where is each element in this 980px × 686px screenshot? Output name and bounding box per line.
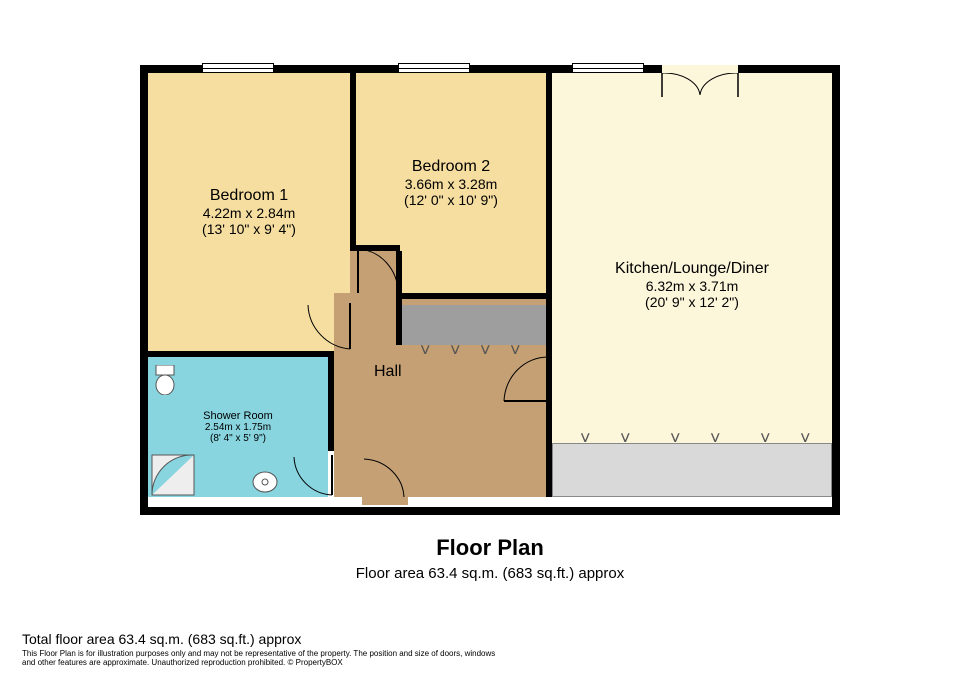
window xyxy=(572,63,644,73)
disclaimer-line2: and other features are approximate. Unau… xyxy=(22,658,495,668)
window xyxy=(202,63,274,73)
disclaimer-line1: This Floor Plan is for illustration purp… xyxy=(22,649,495,659)
entrance-opening xyxy=(362,497,408,505)
window xyxy=(398,63,470,73)
footer-total: Total floor area 63.4 sq.m. (683 sq.ft.)… xyxy=(22,631,495,647)
footer: Total floor area 63.4 sq.m. (683 sq.ft.)… xyxy=(22,631,495,668)
plan-title: Floor Plan xyxy=(0,535,980,561)
title-block: Floor Plan Floor area 63.4 sq.m. (683 sq… xyxy=(0,535,980,582)
outer-wall xyxy=(140,65,840,515)
plan-subtitle: Floor area 63.4 sq.m. (683 sq.ft.) appro… xyxy=(0,565,980,582)
kitchen-door-opening xyxy=(662,65,738,73)
floorplan: Bedroom 1 4.22m x 2.84m (13' 10" x 9' 4"… xyxy=(140,65,840,515)
